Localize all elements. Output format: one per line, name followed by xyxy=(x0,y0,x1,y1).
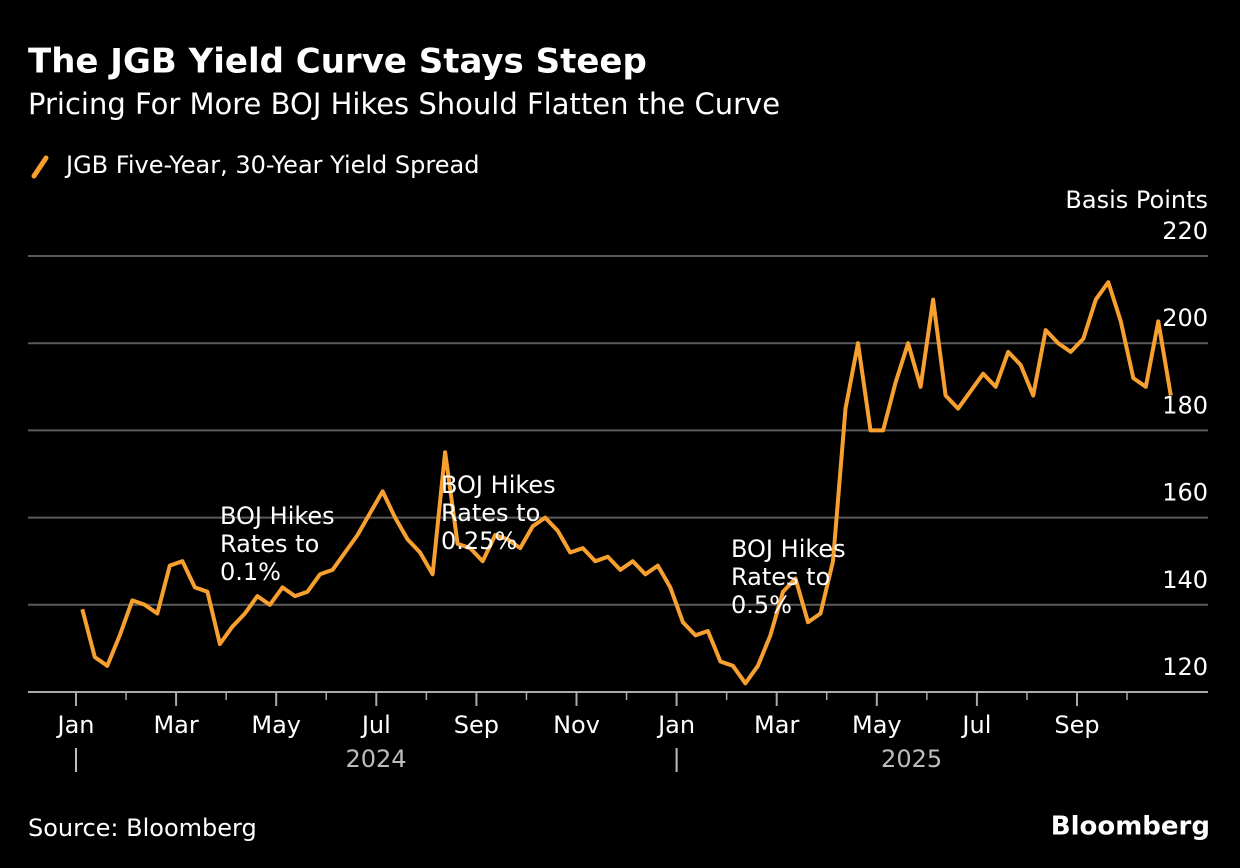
x-tick-label: Mar xyxy=(153,711,198,739)
y-tick-label: 140 xyxy=(1162,566,1208,594)
y-tick-label: 120 xyxy=(1162,653,1208,681)
y-tick-label: 200 xyxy=(1162,304,1208,332)
y-tick-label: 160 xyxy=(1162,479,1208,507)
brand: Bloomberg xyxy=(1051,812,1210,842)
x-tick-label: Jul xyxy=(360,711,391,739)
annotation: 0.1% xyxy=(220,558,281,586)
annotation: 0.25% xyxy=(441,527,517,555)
x-tick-label: Sep xyxy=(1054,711,1099,739)
annotation: Rates to xyxy=(220,530,319,558)
x-tick-label: Mar xyxy=(754,711,799,739)
annotation: Rates to xyxy=(441,499,540,527)
x-tick-label: Jan xyxy=(656,711,695,739)
x-tick-label: May xyxy=(852,711,902,739)
year-label: 2025 xyxy=(881,745,942,773)
y-tick-label: 180 xyxy=(1162,391,1208,419)
x-tick-label: Sep xyxy=(454,711,499,739)
annotation: BOJ Hikes xyxy=(731,535,846,563)
legend-icon xyxy=(31,155,49,179)
annotation: Rates to xyxy=(731,563,830,591)
chart-title: The JGB Yield Curve Stays Steep xyxy=(28,42,647,82)
y-axis-label: Basis Points xyxy=(1065,186,1208,214)
annotation: BOJ Hikes xyxy=(220,502,335,530)
legend-label: JGB Five-Year, 30-Year Yield Spread xyxy=(64,151,479,179)
data-line xyxy=(80,280,1173,686)
annotation: BOJ Hikes xyxy=(441,471,556,499)
x-tick-label: Jul xyxy=(960,711,991,739)
year-label: 2024 xyxy=(345,745,406,773)
x-tick-label: Nov xyxy=(553,711,600,739)
x-tick-label: May xyxy=(251,711,301,739)
y-tick-label: 220 xyxy=(1162,217,1208,245)
annotation: 0.5% xyxy=(731,591,792,619)
source: Source: Bloomberg xyxy=(28,814,257,842)
chart-subtitle: Pricing For More BOJ Hikes Should Flatte… xyxy=(28,87,780,121)
x-tick-label: Jan xyxy=(56,711,95,739)
